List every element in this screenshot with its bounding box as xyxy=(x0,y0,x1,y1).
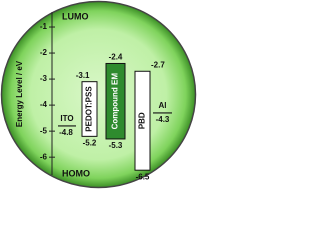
y-axis-label: Energy Level / eV xyxy=(15,60,24,127)
material-label: Compound EM xyxy=(111,73,120,130)
homo-label: HOMO xyxy=(62,168,90,178)
energy-box xyxy=(134,70,151,171)
y-tick-label: -6 xyxy=(40,152,48,161)
value-label: -3.1 xyxy=(76,71,90,80)
value-label: -5.2 xyxy=(83,138,97,147)
energy-box xyxy=(81,81,98,137)
value-label: -6.5 xyxy=(136,172,150,181)
value-label: -2.7 xyxy=(151,60,165,69)
lumo-label: LUMO xyxy=(62,11,89,21)
material-label: ITO xyxy=(60,114,73,123)
material-label: PBD xyxy=(138,112,147,129)
y-tick-label: -2 xyxy=(40,48,48,57)
material-label: Al xyxy=(159,101,167,110)
energy-box xyxy=(105,62,126,140)
background xyxy=(0,0,197,189)
value-label: -5.3 xyxy=(109,141,123,150)
y-tick-label: -5 xyxy=(40,126,48,135)
energy-diagram: Energy Level / eV LUMO HOMO -1 -2 -3 -4 -5 -6… xyxy=(0,0,197,189)
value-label: -4.3 xyxy=(156,115,170,124)
y-tick-label: -1 xyxy=(40,22,48,31)
y-tick-label: -4 xyxy=(40,100,48,109)
value-label: -4.8 xyxy=(59,128,73,137)
material-label: PEDOT:PSS xyxy=(85,86,94,132)
value-label: -2.4 xyxy=(109,53,123,62)
y-tick-label: -3 xyxy=(40,74,48,83)
